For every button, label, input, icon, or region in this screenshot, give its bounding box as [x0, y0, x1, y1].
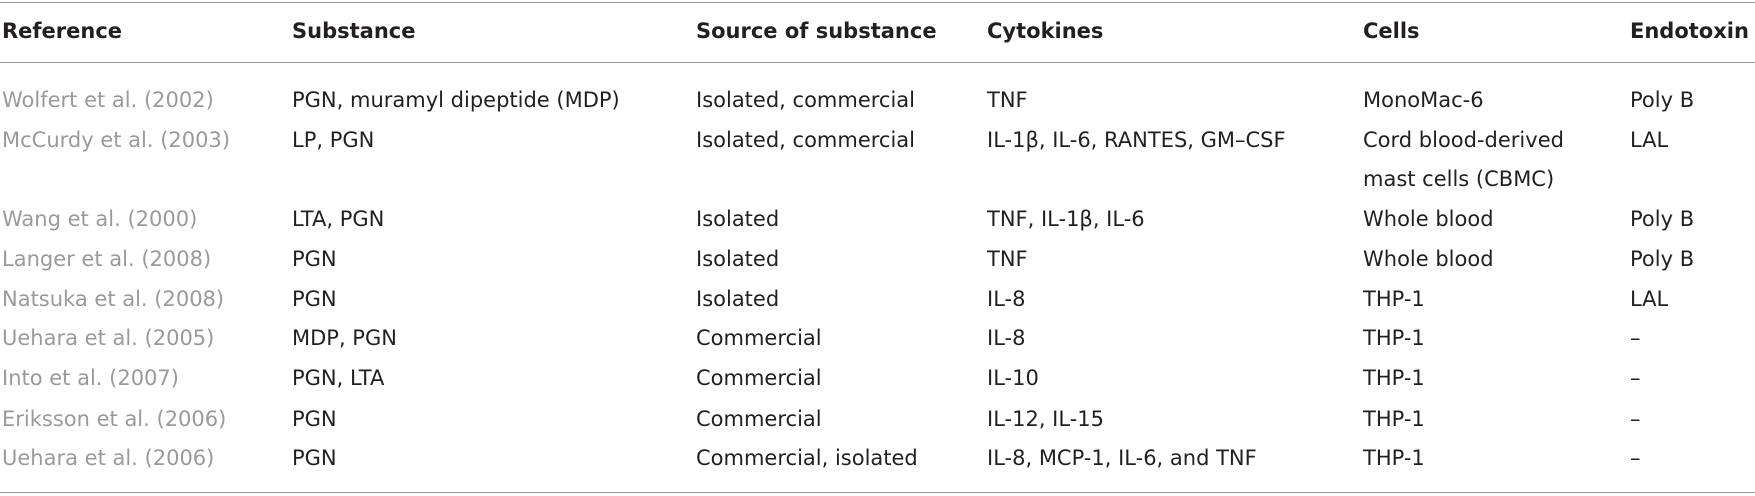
table-cell: Whole blood — [1363, 207, 1494, 231]
table-cell: TNF, IL-1β, IL-6 — [987, 207, 1145, 231]
table-cell: MonoMac-6 — [1363, 88, 1484, 112]
table-cell: MDP, PGN — [292, 326, 397, 350]
table-cell: THP-1 — [1363, 366, 1425, 390]
table-cell: – — [1630, 366, 1641, 390]
table-cell: Isolated, commercial — [696, 88, 916, 112]
table-cell: LAL — [1630, 128, 1669, 152]
table-cell: Poly B — [1630, 247, 1695, 271]
table-cell: IL-8 — [987, 326, 1026, 350]
reference-cell: Langer et al. (2008) — [2, 247, 212, 271]
table-cell: PGN — [292, 287, 337, 311]
table-cell: Whole blood — [1363, 247, 1494, 271]
table-cell: IL-12, IL-15 — [987, 407, 1104, 431]
table-cell: Isolated, commercial — [696, 128, 916, 152]
table-cell: Isolated — [696, 247, 780, 271]
table-cell: IL-8 — [987, 287, 1026, 311]
table-cell: THP-1 — [1363, 326, 1425, 350]
table-cell: LTA, PGN — [292, 207, 385, 231]
reference-cell: Uehara et al. (2005) — [2, 326, 215, 350]
table-cell: IL-8, MCP-1, IL-6, and TNF — [987, 446, 1257, 470]
table-cell: THP-1 — [1363, 287, 1425, 311]
table-cell: Commercial, isolated — [696, 446, 918, 470]
table-cell: – — [1630, 326, 1641, 350]
table-cell: THP-1 — [1363, 446, 1425, 470]
reference-cell: Uehara et al. (2006) — [2, 446, 215, 470]
reference-cell: Natsuka et al. (2008) — [2, 287, 225, 311]
reference-cell: Wolfert et al. (2002) — [2, 88, 214, 112]
table-cell: – — [1630, 407, 1641, 431]
rule — [0, 492, 1755, 493]
header-cell: Reference — [2, 19, 123, 43]
header-cell: Source of substance — [696, 19, 937, 43]
rule — [0, 62, 1755, 63]
table-cell: TNF — [987, 88, 1028, 112]
table-cell: LP, PGN — [292, 128, 375, 152]
table-cell: PGN, LTA — [292, 366, 385, 390]
table-cell: PGN — [292, 247, 337, 271]
table-cell: PGN — [292, 446, 337, 470]
table-cell: Commercial — [696, 366, 822, 390]
reference-cell: Into et al. (2007) — [2, 366, 179, 390]
header-cell: Cells — [1363, 19, 1420, 43]
table-cell: PGN — [292, 407, 337, 431]
table-cell: LAL — [1630, 287, 1669, 311]
header-cell: Substance — [292, 19, 416, 43]
table-cell: Isolated — [696, 287, 780, 311]
table-cell: IL-1β, IL-6, RANTES, GM–CSF — [987, 128, 1286, 152]
reference-cell: Wang et al. (2000) — [2, 207, 198, 231]
reference-cell: McCurdy et al. (2003) — [2, 128, 231, 152]
reference-cell: Eriksson et al. (2006) — [2, 407, 227, 431]
header-cell: Cytokines — [987, 19, 1104, 43]
table-cell: TNF — [987, 247, 1028, 271]
table-cell: THP-1 — [1363, 407, 1425, 431]
table-cell: Poly B — [1630, 207, 1695, 231]
table-cell: IL-10 — [987, 366, 1039, 390]
table-cell: Isolated — [696, 207, 780, 231]
table-cell: Commercial — [696, 326, 822, 350]
table-cell: – — [1630, 446, 1641, 470]
table-cell: Poly B — [1630, 88, 1695, 112]
table-cell: Commercial — [696, 407, 822, 431]
rule — [0, 2, 1755, 3]
table-cell: Cord blood-derived mast cells (CBMC) — [1363, 128, 1564, 191]
header-cell: Endotoxin — [1630, 19, 1749, 43]
table-cell: PGN, muramyl dipeptide (MDP) — [292, 88, 620, 112]
